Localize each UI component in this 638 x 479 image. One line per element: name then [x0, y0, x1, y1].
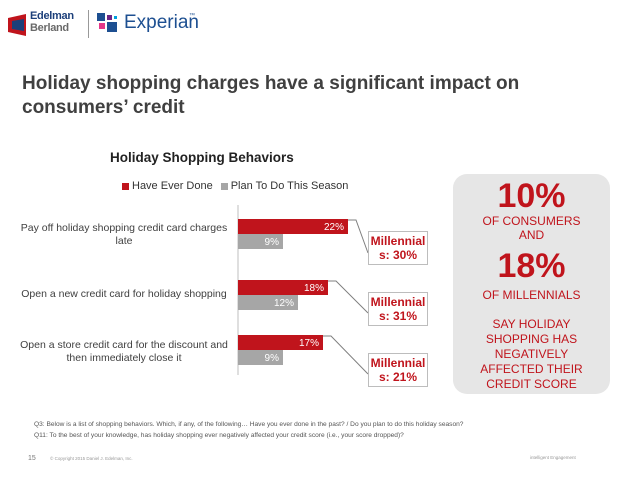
- callout-value: s: 21%: [378, 370, 418, 384]
- bar-plan-this-season-2: [238, 350, 283, 365]
- footer-tagline: intelligent Engagement: [530, 455, 576, 460]
- bar-value-label-1-2: 9%: [265, 353, 280, 364]
- chart-legend: Have Ever Done Plan To Do This Season: [122, 180, 356, 192]
- footnote-q11: Q11: To the best of your knowledge, has …: [34, 432, 404, 439]
- stat-consumers-label: OF CONSUMERS: [482, 214, 581, 228]
- callout-connector-0: [348, 219, 369, 254]
- stat-consumers: 10%: [497, 177, 566, 215]
- callout-connector-2: [323, 335, 369, 375]
- footnote-q3: Q3: Below is a list of shopping behavior…: [34, 421, 464, 428]
- legend-label: Plan To Do This Season: [230, 180, 349, 192]
- callout-connector-1: [328, 280, 369, 314]
- conclusion-line-0: SAY HOLIDAY: [492, 317, 571, 331]
- millennial-callout-1: Millennial s: 31%: [368, 292, 428, 326]
- bar-value-label-1-1: 12%: [274, 298, 294, 309]
- copyright-text: © Copyright 2015 Daniel J. Edelman, Inc.: [50, 456, 133, 461]
- bar-have-ever-done-0: [238, 219, 348, 234]
- legend-swatch-gray: [220, 182, 228, 190]
- bar-plan-this-season-1: [238, 295, 298, 310]
- legend-swatch-red: [122, 182, 129, 190]
- millennial-callout-2: Millennial s: 21%: [368, 353, 428, 387]
- stat-millennials: 18%: [497, 247, 566, 285]
- slide-title: Holiday shopping charges have a signific…: [22, 73, 520, 118]
- category-label-1: Open a new credit card for holiday shopp…: [21, 288, 227, 300]
- key-stat-panel: 10% OF CONSUMERS AND 18% OF MILLENNIALS …: [453, 174, 610, 394]
- experian-logo-icon: [97, 13, 117, 32]
- legend-item-plan-to-do: Plan To Do This Season: [220, 180, 349, 192]
- bar-value-label-0-2: 17%: [299, 338, 319, 349]
- bar-value-label-0-0: 22%: [324, 222, 344, 233]
- callout-label: Millennial: [370, 356, 426, 370]
- category-label-2: Open a store credit card for the discoun…: [20, 339, 228, 364]
- callout-value: s: 30%: [378, 248, 418, 262]
- category-label-0: Pay off holiday shopping credit card cha…: [20, 222, 228, 247]
- conclusion-line-2: NEGATIVELY: [494, 347, 569, 361]
- page-number: 15: [28, 455, 36, 462]
- stat-millennials-label: OF MILLENNIALS: [482, 288, 581, 302]
- bar-value-label-1-0: 9%: [265, 237, 280, 248]
- conclusion-line-3: AFFECTED THEIR: [480, 362, 583, 376]
- bar-have-ever-done-2: [238, 335, 323, 350]
- conclusion-line-1: SHOPPING HAS: [485, 332, 578, 346]
- edelman-logo-icon: [8, 14, 26, 36]
- bar-plan-this-season-0: [238, 234, 283, 249]
- experian-logo-text: Experian: [124, 12, 199, 33]
- bar-have-ever-done-1: [238, 280, 328, 295]
- bar-value-label-0-1: 18%: [304, 283, 324, 294]
- legend-item-have-ever-done: Have Ever Done: [122, 180, 213, 192]
- callout-label: Millennial: [370, 234, 426, 248]
- experian-trademark: ™: [189, 13, 195, 19]
- logo-area: Edelman Berland Experian ™: [6, 6, 199, 46]
- berland-logo-text: Berland: [30, 22, 69, 34]
- conclusion-line-4: CREDIT SCORE: [486, 377, 577, 391]
- legend-label: Have Ever Done: [132, 180, 213, 192]
- stat-consumers-and: AND: [518, 228, 545, 242]
- millennial-callout-0: Millennial s: 30%: [368, 231, 428, 265]
- callout-label: Millennial: [370, 295, 426, 309]
- chart-marks: 22% 9% 18% 12% 17% 9%: [238, 219, 369, 375]
- chart-title: Holiday Shopping Behaviors: [110, 150, 294, 165]
- edelman-logo-text: Edelman: [30, 10, 74, 22]
- callout-value: s: 31%: [378, 309, 418, 323]
- logo-divider: [88, 10, 89, 38]
